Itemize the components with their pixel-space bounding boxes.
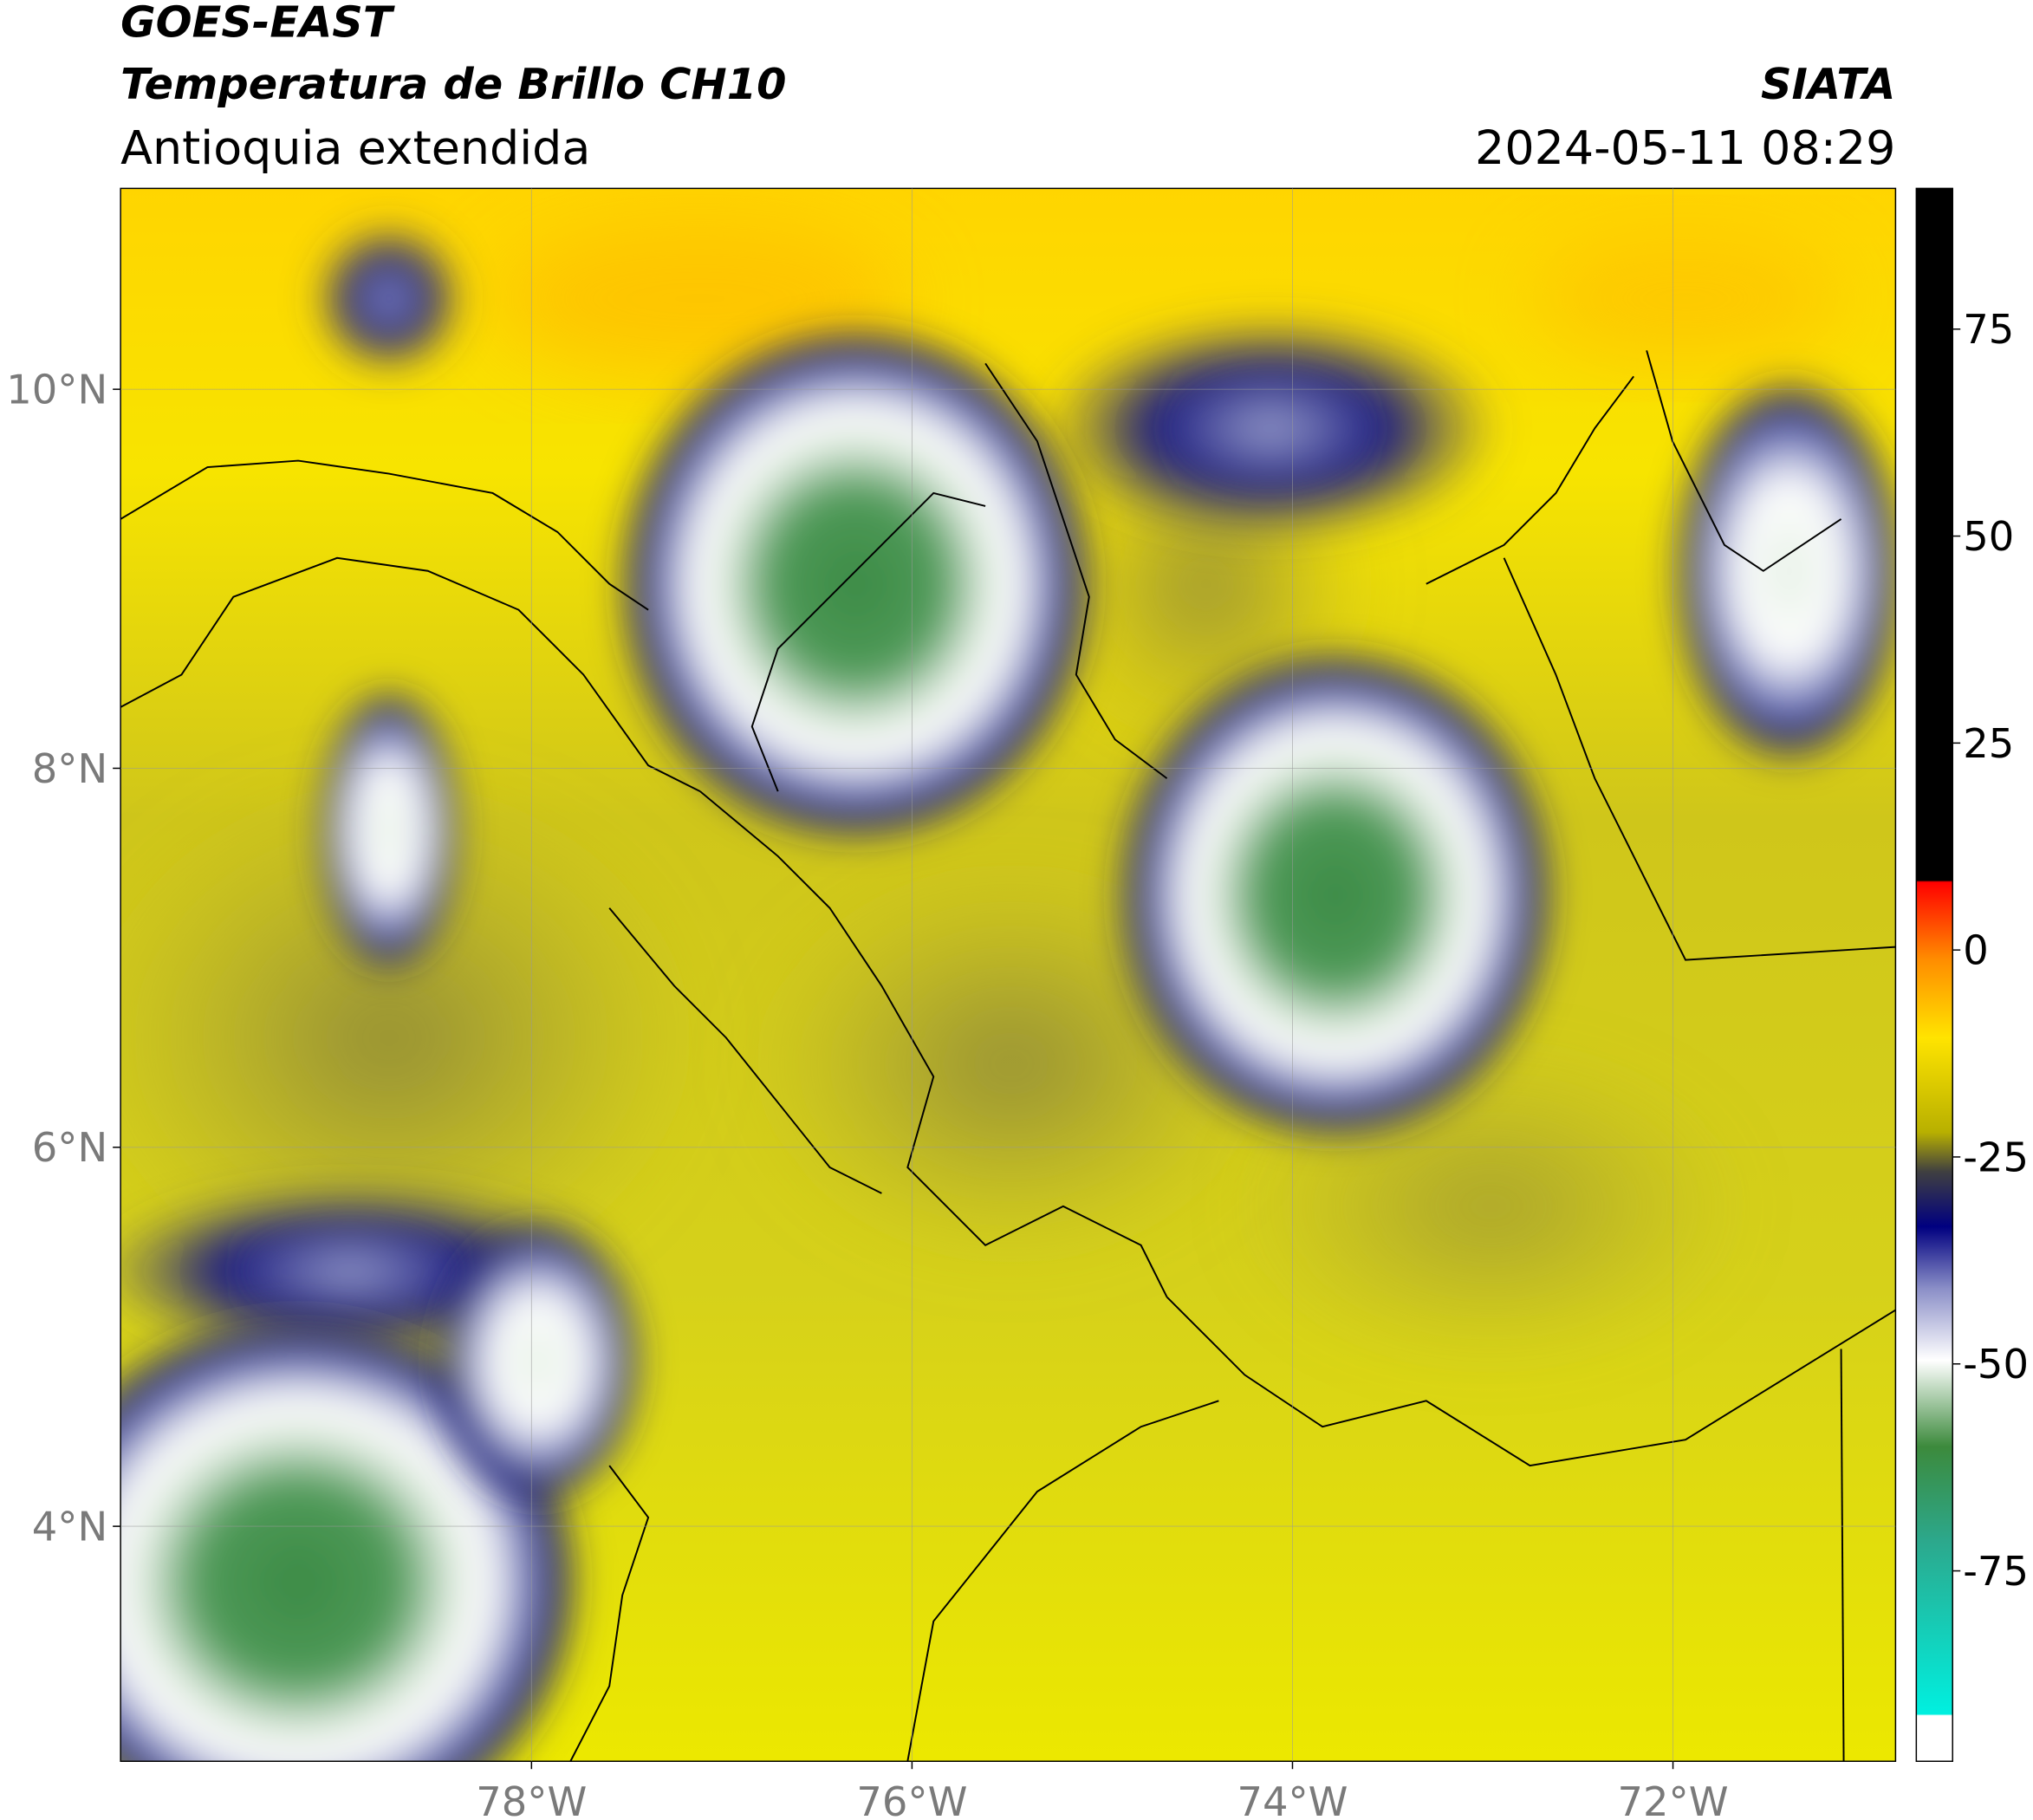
colorbar-tick-label: 75 [1963,306,2014,353]
title-line1: GOES-EAST [120,0,395,47]
x-tick-label: 76°W [856,1778,967,1820]
borders [120,350,1896,1762]
colorbar-tick-label: 25 [1963,720,2014,767]
x-tick-label: 72°W [1618,1778,1729,1820]
satellite-image [120,188,1896,1762]
y-tick-label: 8°N [32,745,107,792]
source: SIATA [1761,59,1895,109]
y-tick-label: 6°N [32,1124,107,1171]
colorbar-tick-label: 50 [1963,513,2014,560]
colorbar-tick-label: -75 [1963,1548,2029,1595]
map-frame [120,187,1897,1762]
datetime: 2024-05-11 08:29 [1475,120,1895,175]
colorbar-tick-label: 0 [1963,927,1989,974]
colorbar-tick-label: -25 [1963,1134,2029,1180]
colorbar [1915,187,1953,1762]
subtitle: Antioquia extendida [120,120,590,175]
title-line2: Temperatura de Brillo CH10 [120,59,786,109]
x-tick-label: 78°W [476,1778,587,1820]
x-tick-label: 74°W [1237,1778,1348,1820]
y-tick-label: 10°N [6,367,107,413]
y-tick-label: 4°N [32,1504,107,1550]
colorbar-tick-label: -50 [1963,1341,2029,1388]
